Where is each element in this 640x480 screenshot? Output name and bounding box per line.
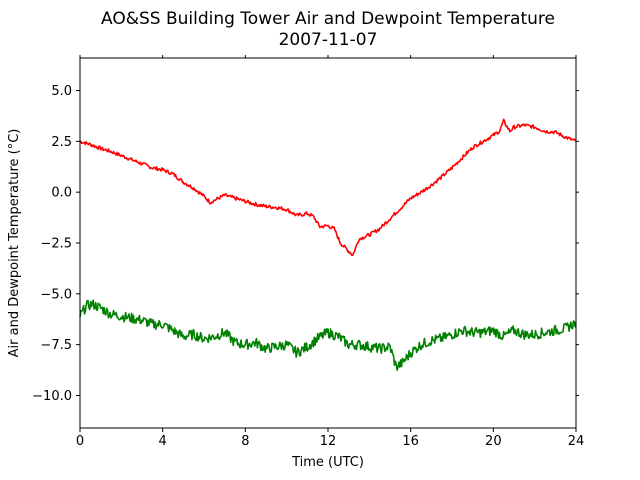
y-tick-label: −7.5 bbox=[40, 338, 72, 353]
series-line-2 bbox=[79, 299, 577, 371]
y-tick-label: 5.0 bbox=[51, 84, 72, 99]
x-axis-label: Time (UTC) bbox=[291, 455, 364, 470]
x-tick-label: 4 bbox=[159, 434, 167, 449]
y-tick-label: −10.0 bbox=[32, 389, 72, 404]
series-line-1 bbox=[79, 118, 577, 257]
x-tick-label: 0 bbox=[76, 434, 84, 449]
x-tick-label: 16 bbox=[402, 434, 419, 449]
y-tick-label: 2.5 bbox=[51, 135, 72, 150]
x-tick-label: 8 bbox=[241, 434, 249, 449]
y-tick-label: 0.0 bbox=[51, 186, 72, 201]
x-tick-label: 20 bbox=[485, 434, 502, 449]
plot-frame bbox=[79, 57, 577, 429]
y-tick-label: −2.5 bbox=[40, 237, 72, 252]
y-axis-label: Air and Dewpoint Temperature (°C) bbox=[7, 129, 22, 358]
y-tick-label: −5.0 bbox=[40, 287, 72, 302]
x-tick-label: 12 bbox=[320, 434, 337, 449]
chart-subtitle: 2007-11-07 bbox=[278, 30, 378, 50]
x-tick-label: 24 bbox=[568, 434, 585, 449]
chart-title: AO&SS Building Tower Air and Dewpoint Te… bbox=[100, 9, 555, 29]
